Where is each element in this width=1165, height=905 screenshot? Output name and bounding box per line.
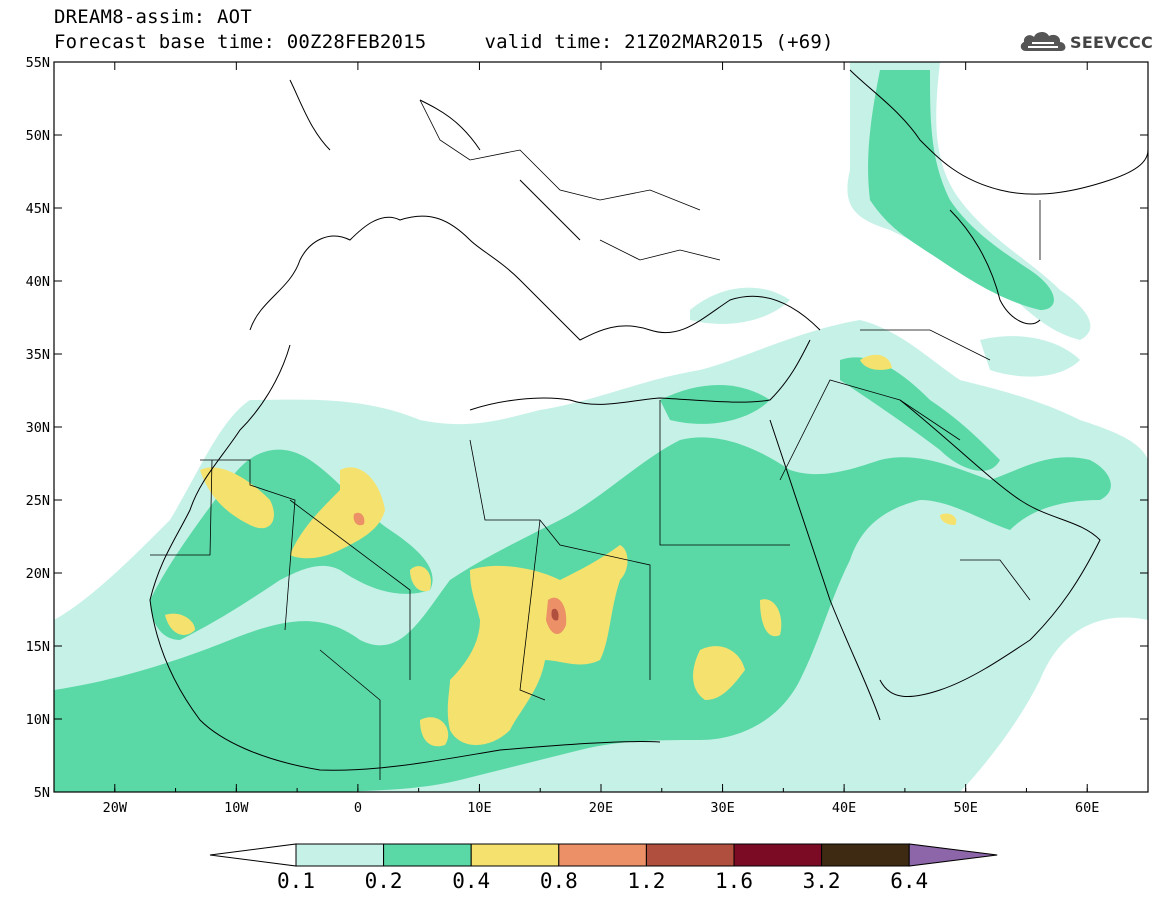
lat-label: 40N <box>26 274 50 290</box>
colorbar-label: 1.2 <box>627 869 665 893</box>
aot-contour-0.4 <box>165 354 957 747</box>
colorbar-label: 1.6 <box>715 869 753 893</box>
lon-label: 20E <box>589 800 613 816</box>
lon-label: 60E <box>1075 800 1099 816</box>
coastlines <box>149 69 1148 771</box>
colorbar: 0.1 0.2 0.4 0.8 1.2 1.6 3.2 6.4 <box>209 843 998 893</box>
lon-label: 10W <box>224 800 249 816</box>
lon-label: 40E <box>832 800 856 816</box>
lat-label: 5N <box>34 785 50 801</box>
colorbar-label: 3.2 <box>803 869 841 893</box>
base-time: Forecast base time: 00Z28FEB2015 <box>54 31 427 53</box>
lat-label: 30N <box>26 420 50 436</box>
lon-label: 50E <box>953 800 977 816</box>
aot-contour-1.2 <box>551 608 559 621</box>
borders <box>150 99 1041 780</box>
colorbar-swatch <box>558 843 647 867</box>
latitude-ticks: 55N 50N 45N 40N 35N 30N 25N 20N 15N 10N 5N <box>26 55 1148 801</box>
colorbar-swatch <box>733 843 823 867</box>
colorbar-swatch <box>821 843 910 867</box>
lat-label: 20N <box>26 566 50 582</box>
lon-label: 20W <box>103 800 128 816</box>
lat-label: 10N <box>26 712 50 728</box>
colorbar-swatch <box>295 843 385 867</box>
colorbar-label: 6.4 <box>890 869 928 893</box>
lat-label: 45N <box>26 201 50 217</box>
lat-label: 15N <box>26 639 50 655</box>
valid-time: valid time: 21Z02MAR2015 (+69) <box>484 31 834 53</box>
map-title: DREAM8-assim: AOT <box>54 6 252 28</box>
lat-label: 35N <box>26 347 50 363</box>
colorbar-label: 0.4 <box>452 869 490 893</box>
lon-label: 0 <box>354 800 362 816</box>
longitude-ticks: 20W 10W 0 10E 20E 30E 40E 50E 60E <box>53 62 1149 816</box>
lat-label: 55N <box>26 55 50 71</box>
colorbar-label: 0.1 <box>277 869 315 893</box>
seevccc-logo: SEEVCCC <box>1018 28 1158 56</box>
aot-field <box>54 62 1148 792</box>
time-info: Forecast base time: 00Z28FEB2015 valid ti… <box>54 31 834 53</box>
colorbar-label: 0.2 <box>365 869 403 893</box>
lat-label: 50N <box>26 128 50 144</box>
colorbar-label: 0.8 <box>540 869 578 893</box>
lon-label: 30E <box>710 800 734 816</box>
colorbar-swatch <box>645 843 735 867</box>
colorbar-under-triangle <box>209 843 297 867</box>
colorbar-swatch <box>383 843 472 867</box>
lat-label: 25N <box>26 493 50 509</box>
cloud-logo-icon <box>1020 31 1066 51</box>
colorbar-swatch <box>470 843 560 867</box>
lon-label: 10E <box>467 800 491 816</box>
logo-text: SEEVCCC <box>1070 32 1154 52</box>
colorbar-over-triangle <box>908 843 998 867</box>
